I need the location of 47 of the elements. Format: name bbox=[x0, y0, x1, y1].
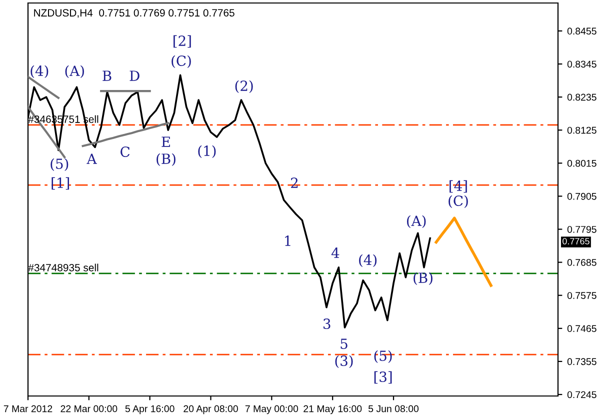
annotation: A bbox=[86, 154, 97, 164]
annotation: B bbox=[102, 70, 112, 81]
y-tick-label: 0.8015 bbox=[567, 160, 596, 167]
annotation: 3 bbox=[324, 318, 330, 330]
x-tick-label: 22 Mar 00:00 bbox=[60, 405, 118, 412]
y-tick-label: 0.7795 bbox=[567, 226, 596, 233]
annotation: D bbox=[130, 70, 140, 81]
y-tick-label: 0.7685 bbox=[567, 259, 596, 266]
annotation: [3] bbox=[374, 371, 392, 384]
x-tick-label: 7 May 00:00 bbox=[245, 405, 298, 414]
y-tick-label: 0.7575 bbox=[567, 292, 596, 299]
annotation: (C) bbox=[448, 195, 468, 208]
x-tick-label: 21 May 16:00 bbox=[304, 405, 362, 414]
text: NZDUSD,H4 0.7751 0.7769 0.7751 0.7765 bbox=[34, 9, 234, 18]
ref-line-label: #34748935 sell bbox=[28, 264, 98, 272]
x-tick-label: 7 Mar 2012 bbox=[4, 405, 52, 412]
x-tick-label: 20 Apr 08:00 bbox=[184, 405, 238, 414]
y-tick-label: 0.7905 bbox=[567, 192, 596, 200]
annotation: 1 bbox=[285, 236, 290, 246]
annotation: 5 bbox=[340, 338, 348, 350]
text: 0.7765 bbox=[562, 238, 590, 244]
y-tick-label: 0.7245 bbox=[567, 391, 596, 398]
annotation: (2) bbox=[235, 80, 253, 93]
annotation: (C) bbox=[172, 55, 191, 68]
annotation: [2] bbox=[174, 35, 191, 48]
annotation: (B) bbox=[156, 153, 176, 166]
annotation: (A) bbox=[65, 65, 84, 78]
annotation: (4) bbox=[30, 65, 48, 78]
annotation: (A) bbox=[407, 215, 426, 228]
annotation: (4) bbox=[359, 254, 377, 267]
line-series bbox=[434, 216, 492, 287]
y-tick-label: 0.8235 bbox=[567, 94, 596, 101]
x-tick-label: 5 Jun 08:00 bbox=[368, 405, 419, 412]
y-tick-label: 0.8125 bbox=[567, 126, 596, 134]
annotation: E bbox=[162, 136, 170, 147]
x-tick-label: 5 Apr 16:00 bbox=[125, 405, 174, 414]
y-tick-label: 0.8345 bbox=[567, 60, 596, 68]
annotation: (5) bbox=[50, 158, 68, 171]
annotation: (B) bbox=[414, 272, 432, 285]
y-tick-label: 0.7465 bbox=[567, 325, 596, 332]
y-tick-label: 0.7355 bbox=[567, 358, 596, 366]
annotation: (1) bbox=[198, 145, 216, 158]
annotation: 4 bbox=[331, 248, 340, 258]
y-tick-label: 0.8455 bbox=[567, 28, 596, 35]
line-series bbox=[82, 122, 170, 148]
annotation: (3) bbox=[335, 355, 353, 368]
annotation: C bbox=[120, 146, 130, 158]
